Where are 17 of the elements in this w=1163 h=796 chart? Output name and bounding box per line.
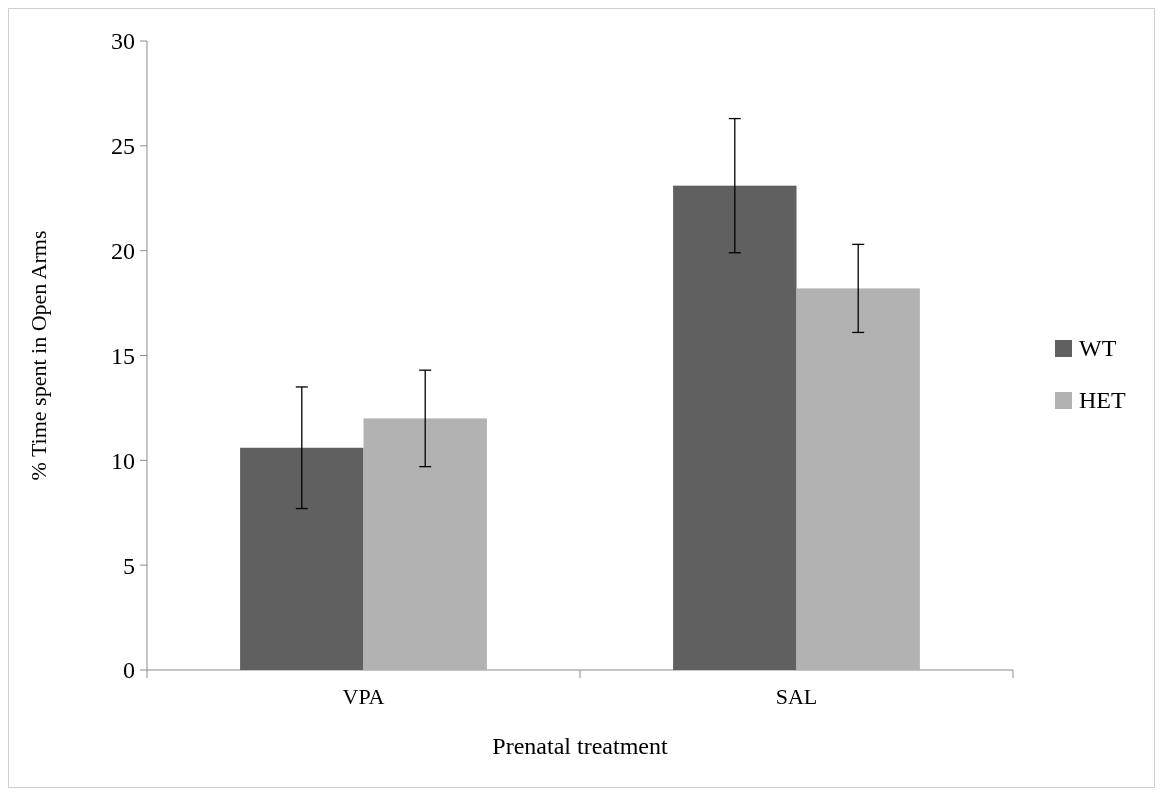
x-axis-title: Prenatal treatment xyxy=(492,733,668,759)
y-tick-label: 10 xyxy=(111,447,135,474)
y-tick-label: 15 xyxy=(111,342,135,369)
y-tick-label: 5 xyxy=(123,552,135,579)
y-tick-label: 30 xyxy=(111,28,135,55)
bar xyxy=(240,447,364,670)
legend-label: WT xyxy=(1079,335,1117,362)
y-tick-label: 20 xyxy=(111,238,135,265)
x-tick-label: VPA xyxy=(342,684,385,709)
x-tick-label: SAL xyxy=(775,684,818,709)
legend-label: HET xyxy=(1079,387,1126,414)
bar xyxy=(796,288,920,670)
y-tick-label: 0 xyxy=(123,657,135,684)
bar xyxy=(363,418,487,670)
y-tick-label: 25 xyxy=(111,133,135,160)
y-axis-title: % Time spent in Open Arms xyxy=(26,230,51,481)
bar xyxy=(673,185,797,670)
